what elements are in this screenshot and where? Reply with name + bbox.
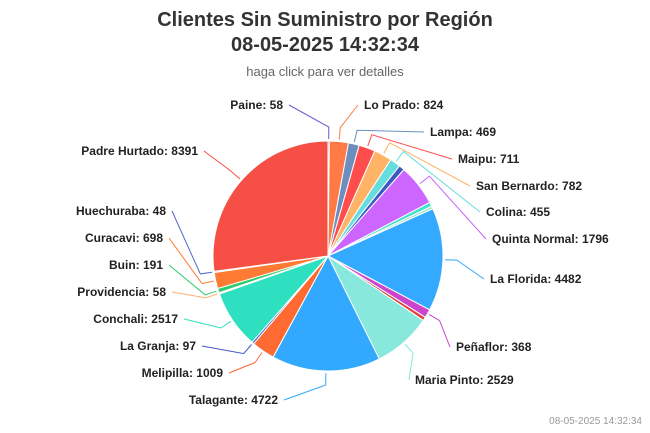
chart-title: Clientes Sin Suministro por Región: [157, 9, 493, 31]
slice-labels: Paine: 58 Lo Prado: 824 Lampa: 469 Maipu: 7…: [76, 98, 609, 407]
connector-line: [429, 314, 451, 348]
pie-slice-la-florida[interactable]: [326, 208, 444, 311]
connector-line: [444, 259, 485, 280]
connector-line: [419, 175, 487, 240]
connector-line: [383, 142, 471, 187]
slice-label: La Florida: 4482: [490, 272, 582, 286]
connector-line: [171, 210, 213, 275]
pie-slice-padre-hurtado[interactable]: [212, 140, 329, 272]
chart-subtitle[interactable]: haga click para ver detalles: [246, 64, 404, 79]
slice-label: Colina: 455: [486, 205, 550, 219]
slice-label: Quinta Normal: 1796: [492, 232, 609, 246]
slice-label: Lo Prado: 824: [364, 98, 444, 112]
slice-label: Padre Hurtado: 8391: [81, 144, 198, 158]
slice-label: Maria Pinto: 2529: [415, 373, 514, 387]
connector-line: [283, 372, 327, 401]
chart-title-timestamp: 08-05-2025 14:32:34: [231, 34, 419, 56]
connector-line: [288, 104, 330, 140]
connector-line: [228, 352, 263, 374]
connector-line: [395, 150, 481, 213]
slice-label: Conchali: 2517: [93, 312, 178, 326]
connector-line: [404, 343, 414, 381]
connector-line: [168, 237, 214, 285]
slice-label: Peñaflor: 368: [456, 340, 532, 354]
slice-label: Curacavi: 698: [85, 231, 163, 245]
slice-label: Paine: 58: [230, 98, 283, 112]
connector-line: [183, 318, 232, 329]
connector-line: [168, 264, 217, 296]
slice-label: Buin: 191: [109, 258, 163, 272]
connector-line: [367, 134, 453, 160]
connector-line: [338, 104, 359, 140]
connector-line: [201, 344, 252, 355]
slice-label: San Bernardo: 782: [476, 179, 582, 193]
footer-timestamp: 08-05-2025 14:32:34: [549, 416, 642, 427]
connector-line: [203, 150, 241, 180]
slice-label: Talagante: 4722: [189, 393, 278, 407]
slice-label: Providencia: 58: [77, 285, 166, 299]
slice-label: La Granja: 97: [120, 339, 196, 353]
slice-label: Melipilla: 1009: [142, 366, 224, 380]
slice-label: Lampa: 469: [430, 125, 496, 139]
pie-slices: [212, 140, 444, 372]
connector-line: [171, 291, 218, 299]
pie-slice-talagante[interactable]: [272, 254, 380, 372]
slice-label: Maipu: 711: [458, 152, 520, 166]
connector-line: [353, 129, 425, 143]
label-connectors: [168, 104, 487, 401]
slice-label: Huechuraba: 48: [76, 204, 166, 218]
